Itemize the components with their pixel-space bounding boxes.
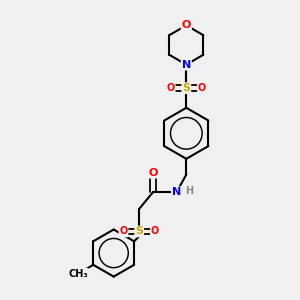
- Text: O: O: [198, 83, 206, 93]
- Text: O: O: [119, 226, 128, 236]
- Text: H: H: [185, 186, 193, 196]
- Text: S: S: [135, 226, 143, 236]
- Text: CH₃: CH₃: [68, 269, 88, 279]
- Text: O: O: [151, 226, 159, 236]
- Text: O: O: [148, 168, 158, 178]
- Text: O: O: [167, 83, 175, 93]
- Text: N: N: [172, 187, 181, 197]
- Text: S: S: [182, 83, 190, 93]
- Text: N: N: [182, 60, 191, 70]
- Text: O: O: [182, 20, 191, 30]
